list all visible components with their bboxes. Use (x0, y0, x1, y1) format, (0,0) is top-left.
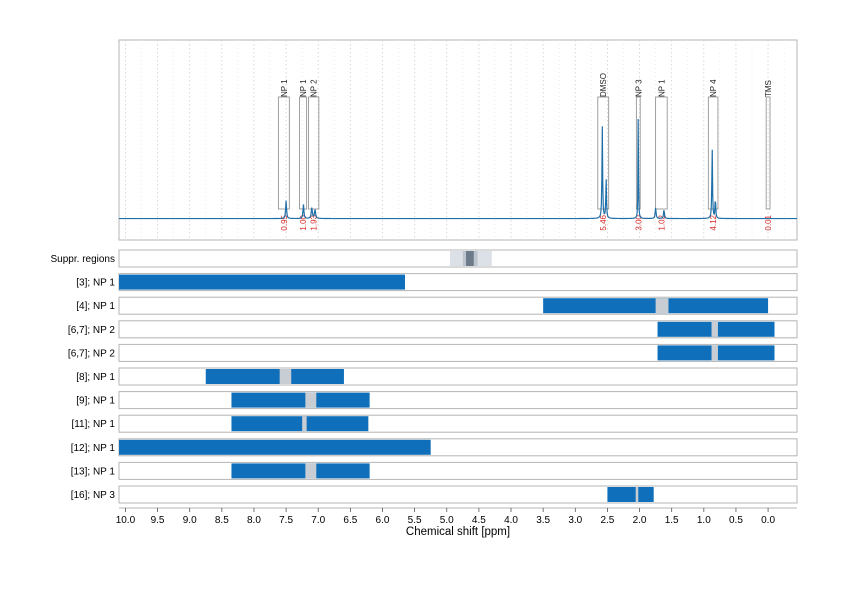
range-gap-4-0 (279, 369, 292, 384)
range-bar-4 (205, 369, 344, 384)
range-bar-9 (607, 487, 654, 502)
range-bar-7 (119, 439, 431, 455)
x-tick-label-13: 3.5 (536, 515, 550, 526)
x-tick-label-9: 5.5 (408, 515, 422, 526)
region-box-7 (765, 96, 771, 210)
x-tick-label-8: 6.0 (376, 515, 390, 526)
x-tick-label-7: 6.5 (343, 515, 357, 526)
range-gap-2-0 (711, 321, 718, 337)
region-label-2: NP 2 (310, 79, 319, 97)
x-tick-label-11: 4.5 (472, 515, 486, 526)
range-gap-1-0 (655, 298, 669, 314)
region-label-7: TMS (764, 80, 773, 97)
range-bar-5 (231, 392, 370, 408)
x-tick-label-18: 1.0 (697, 515, 711, 526)
range-gap-5-0 (305, 392, 317, 408)
x-tick-label-6: 7.0 (311, 515, 325, 526)
range-bar-6 (231, 416, 369, 432)
x-tick-label-15: 2.5 (600, 515, 614, 526)
x-tick-label-10: 5.0 (440, 515, 454, 526)
x-tick-label-2: 9.0 (183, 515, 197, 526)
region-integral-1: 1.00 (299, 214, 308, 230)
range-row-6-label: [11]; NP 1 (71, 419, 115, 430)
suppr-row-label: Suppr. regions (51, 254, 116, 265)
spectrum-frame (118, 39, 798, 241)
x-tick-label-5: 7.5 (279, 515, 293, 526)
region-integral-5: 1.02 (657, 214, 666, 230)
region-box-0 (277, 96, 290, 210)
range-row-7-label: [12]; NP 1 (71, 443, 116, 454)
region-integral-7: 0.01 (764, 214, 773, 230)
x-tick-label-20: 0.0 (761, 515, 775, 526)
x-tick-label-0: 10.0 (116, 515, 136, 526)
range-row-9-label: [16]; NP 3 (71, 490, 116, 501)
suppr-core (466, 251, 474, 266)
x-tick-label-19: 0.5 (729, 515, 743, 526)
range-row-4-label: [8]; NP 1 (76, 372, 115, 383)
spectrum-panel: NP 1 0.95 NP 1 1.00 NP 2 1.93 DMSO 5.46 NP 3 3.00… (118, 39, 798, 241)
range-row-5-label: [9]; NP 1 (76, 396, 115, 407)
range-bar-8 (231, 463, 370, 479)
region-label-6: NP 4 (709, 79, 718, 97)
spectrum-line (119, 118, 797, 220)
region-integral-3: 5.46 (599, 214, 608, 230)
range-row-2-label: [6,7]; NP 2 (68, 325, 116, 336)
x-axis-title: Chemical shift [ppm] (406, 526, 510, 538)
region-label-5: NP 1 (657, 79, 666, 97)
range-gap-8-0 (305, 463, 317, 479)
range-gap-6-0 (302, 416, 307, 432)
range-row-5-frame (118, 391, 798, 410)
region-box-4 (635, 96, 641, 210)
region-label-3: DMSO (599, 73, 608, 97)
x-tick-label-17: 1.5 (665, 515, 679, 526)
range-row-8-frame (118, 461, 798, 480)
x-tick-label-4: 8.0 (247, 515, 261, 526)
region-integral-4: 3.00 (634, 214, 643, 230)
region-label-4: NP 3 (634, 79, 643, 97)
region-integral-2: 1.93 (310, 214, 319, 230)
range-row-2-frame (118, 320, 798, 339)
x-tick-label-16: 2.0 (633, 515, 647, 526)
region-integral-0: 0.95 (280, 214, 289, 230)
region-box-2 (308, 96, 320, 210)
region-label-0: NP 1 (280, 79, 289, 97)
x-tick-label-1: 9.5 (151, 515, 165, 526)
region-label-1: NP 1 (299, 79, 308, 97)
range-gap-3-0 (711, 345, 718, 361)
region-integral-6: 4.12 (709, 214, 718, 230)
range-bar-0 (119, 274, 405, 290)
range-row-8-label: [13]; NP 1 (71, 466, 116, 477)
x-tick-label-14: 3.0 (568, 515, 582, 526)
range-rows: Suppr. regions [3]; NP 1 [4]; NP 1 [6,7]; N… (51, 249, 798, 504)
range-row-9-frame (118, 485, 798, 504)
range-row-1-label: [4]; NP 1 (76, 301, 115, 312)
range-gap-9-0 (635, 487, 639, 502)
range-row-3-frame (118, 343, 798, 362)
range-row-3-label: [6,7]; NP 2 (68, 348, 116, 359)
x-axis: 10.0 9.5 9.0 8.5 8.0 7.5 7.0 6.5 6.0 5.5 5.0 4.5 4.0… (116, 507, 797, 526)
x-tick-label-12: 4.0 (504, 515, 518, 526)
range-row-6-frame (118, 414, 798, 433)
region-box-5 (655, 96, 668, 210)
x-tick-label-3: 8.5 (215, 515, 229, 526)
range-row-0-label: [3]; NP 1 (76, 278, 115, 289)
